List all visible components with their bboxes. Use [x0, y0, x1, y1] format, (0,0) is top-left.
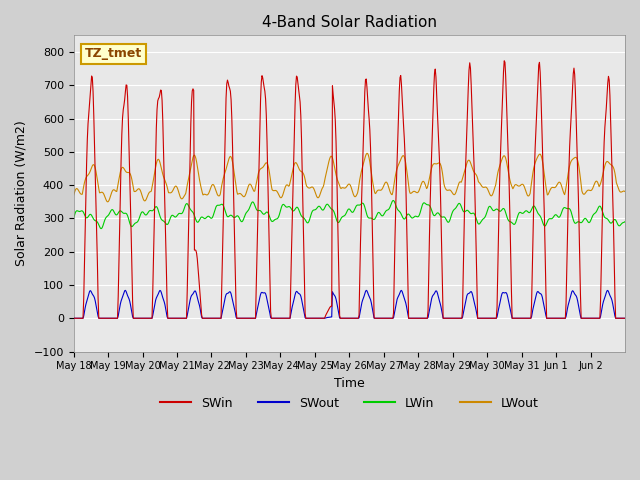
Title: 4-Band Solar Radiation: 4-Band Solar Radiation	[262, 15, 437, 30]
Legend: SWin, SWout, LWin, LWout: SWin, SWout, LWin, LWout	[155, 392, 544, 415]
Text: TZ_tmet: TZ_tmet	[84, 48, 142, 60]
X-axis label: Time: Time	[334, 377, 365, 390]
Y-axis label: Solar Radiation (W/m2): Solar Radiation (W/m2)	[15, 120, 28, 266]
